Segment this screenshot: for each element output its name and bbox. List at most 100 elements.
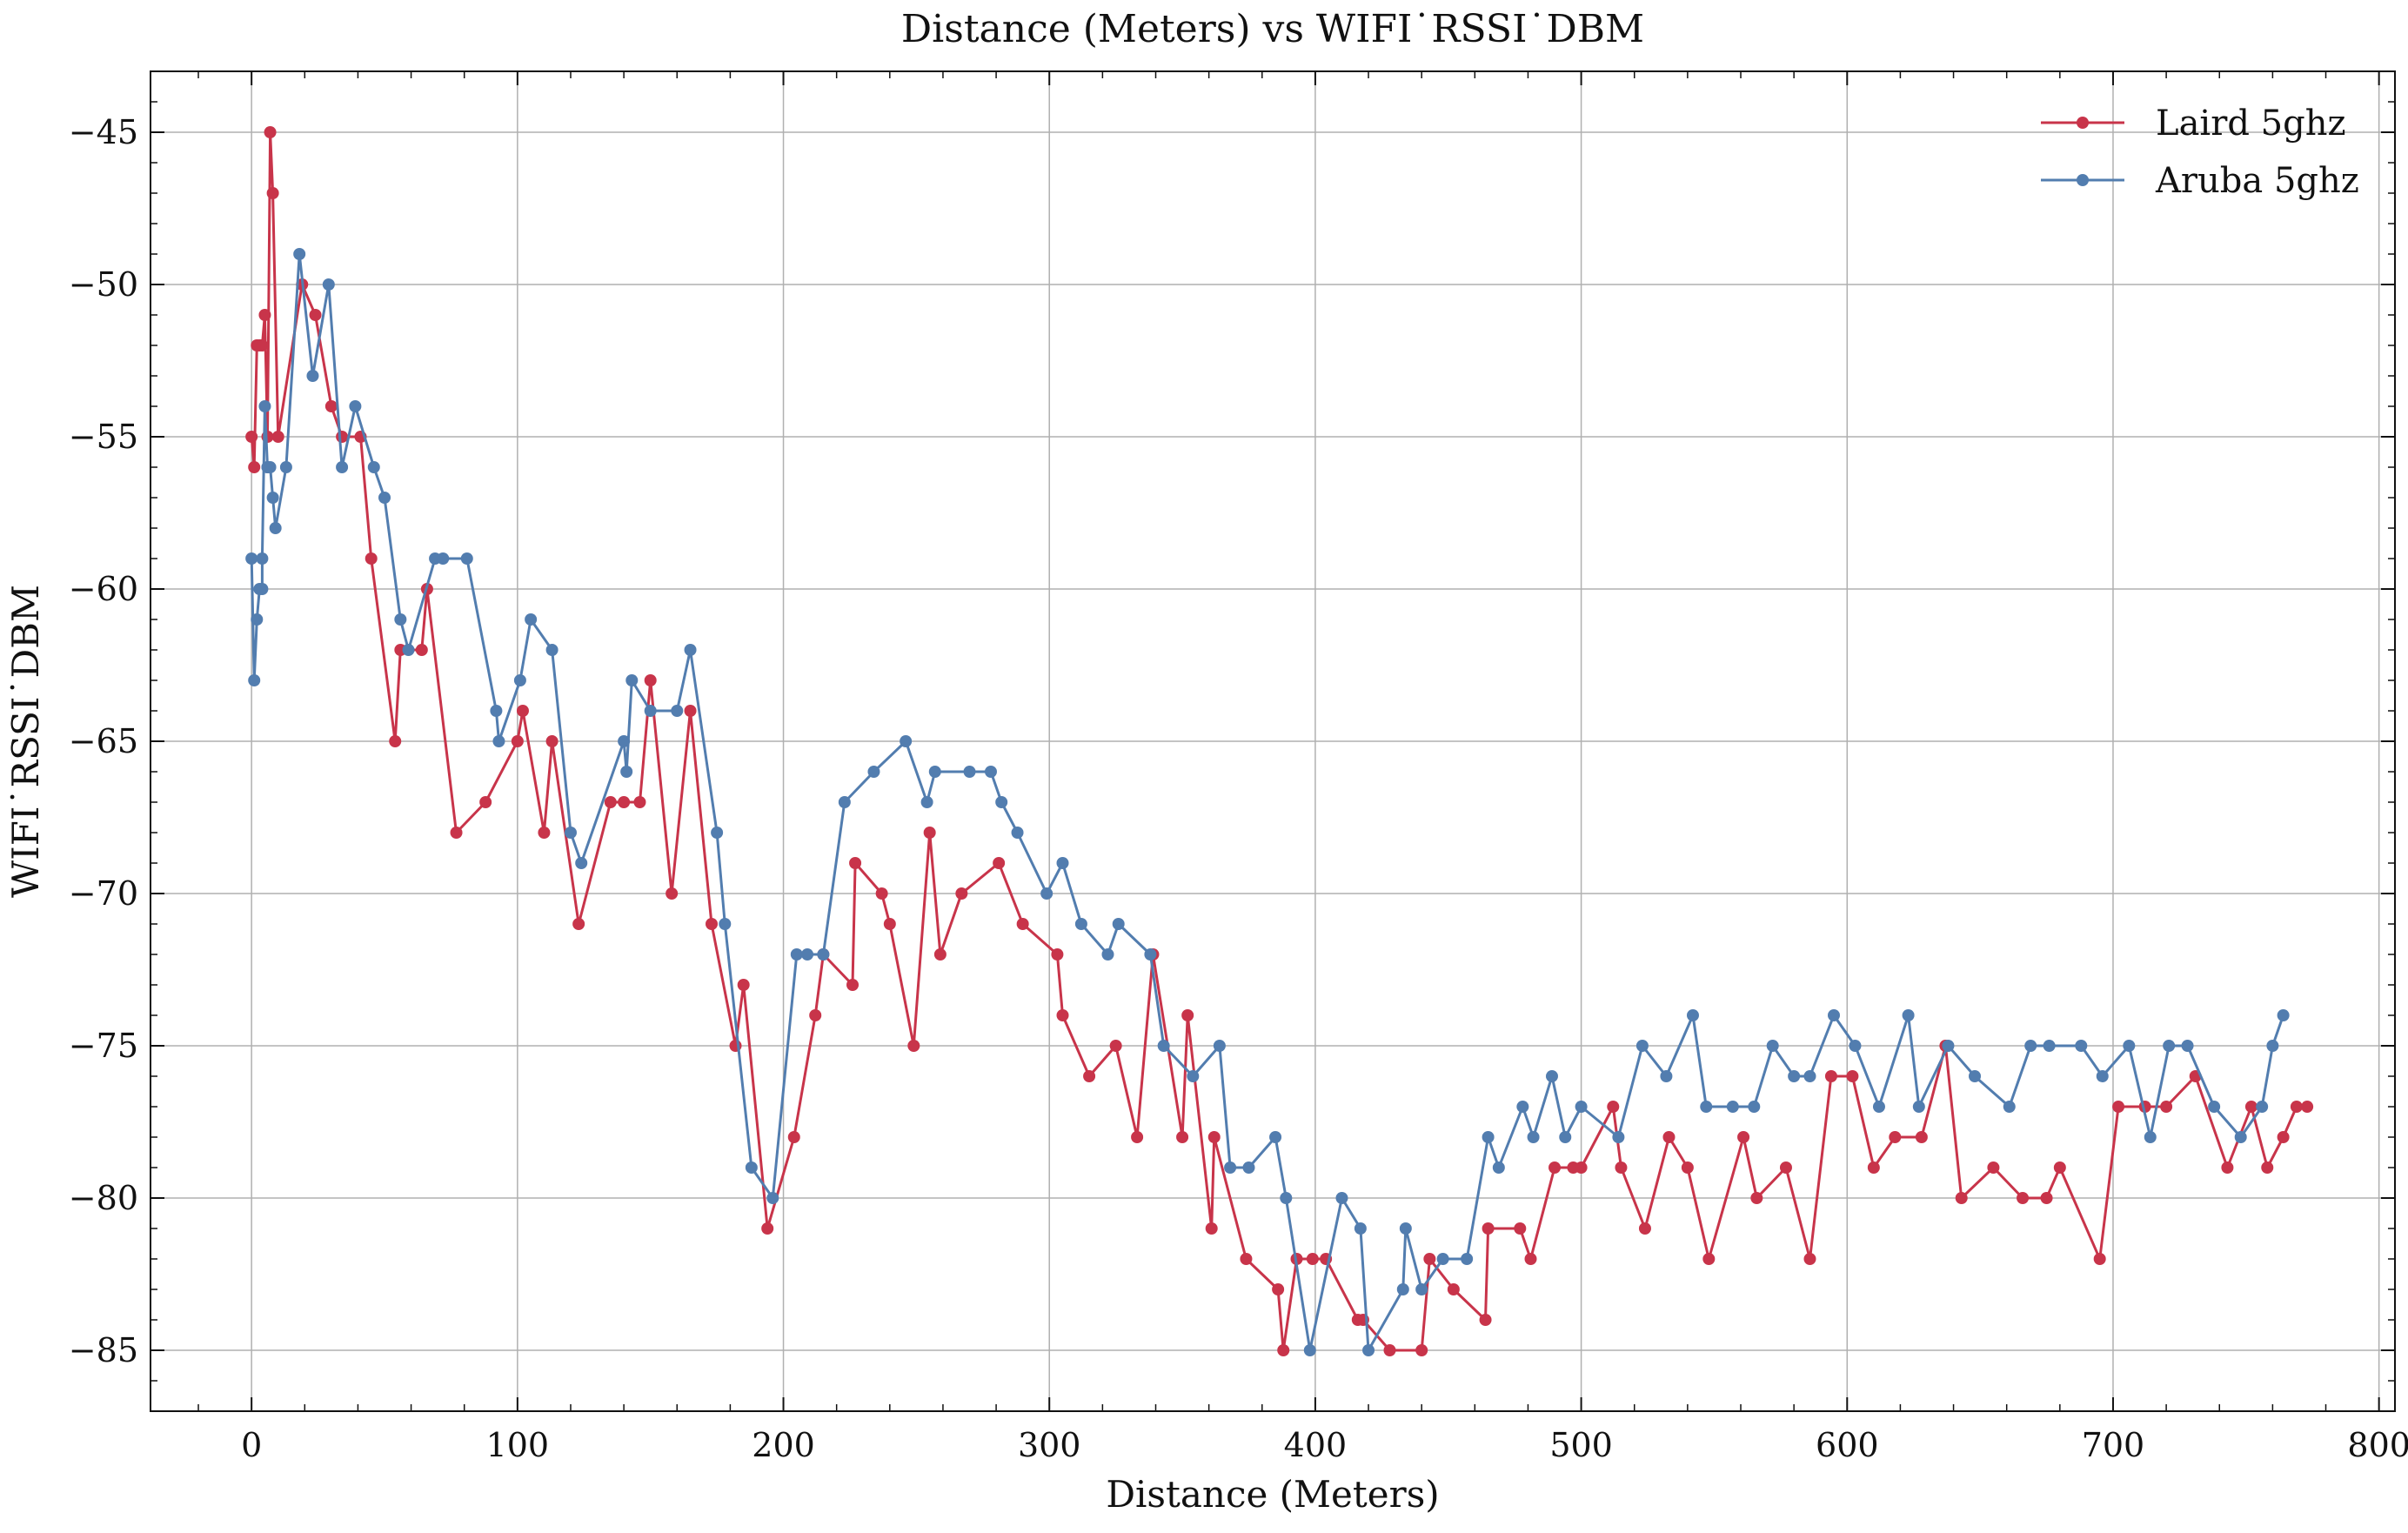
data-point-1	[671, 705, 684, 717]
data-point-0	[706, 918, 718, 930]
data-point-1	[2123, 1040, 2136, 1052]
data-point-1	[1144, 948, 1157, 961]
x-tick-label: 200	[752, 1426, 815, 1464]
data-point-0	[1482, 1222, 1495, 1235]
data-point-1	[2277, 1009, 2290, 1021]
data-point-1	[2266, 1040, 2279, 1052]
data-point-0	[511, 735, 524, 747]
data-point-1	[2144, 1131, 2157, 1143]
data-point-1	[2024, 1040, 2037, 1052]
data-point-1	[1074, 918, 1087, 930]
data-point-0	[2290, 1101, 2303, 1113]
data-point-1	[1516, 1101, 1529, 1113]
data-point-1	[719, 918, 732, 930]
data-point-1	[766, 1192, 779, 1204]
data-point-1	[2163, 1040, 2176, 1052]
data-point-1	[1303, 1344, 1316, 1356]
legend-label: Laird 5ghz	[2156, 104, 2346, 144]
data-point-1	[1700, 1101, 1713, 1113]
data-point-1	[1157, 1040, 1170, 1052]
legend: Laird 5ghz Aruba 5ghz	[2041, 104, 2359, 201]
data-point-1	[1269, 1131, 1282, 1143]
y-tick-label: −75	[69, 1027, 138, 1065]
data-point-0	[737, 979, 750, 991]
data-point-1	[1436, 1253, 1449, 1265]
data-point-1	[378, 492, 391, 504]
data-point-1	[564, 827, 577, 839]
data-point-0	[324, 400, 338, 412]
data-point-1	[801, 948, 814, 961]
data-point-1	[1559, 1131, 1572, 1143]
data-point-0	[516, 705, 529, 717]
data-point-0	[1272, 1283, 1285, 1295]
data-point-1	[1545, 1070, 1558, 1082]
data-point-1	[2208, 1101, 2221, 1113]
y-tick-label: −55	[69, 418, 138, 456]
data-point-0	[1016, 918, 1029, 930]
data-point-1	[1415, 1283, 1428, 1295]
data-point-1	[1872, 1101, 1885, 1113]
data-point-1	[513, 674, 526, 686]
data-point-0	[1181, 1009, 1194, 1021]
data-point-0	[846, 979, 860, 991]
data-point-1	[1942, 1040, 1955, 1052]
data-point-1	[995, 796, 1008, 808]
data-point-1	[1660, 1070, 1673, 1082]
data-point-1	[1527, 1131, 1540, 1143]
x-tick-label: 400	[1284, 1426, 1348, 1464]
data-point-0	[1383, 1344, 1396, 1356]
data-point-0	[1548, 1161, 1562, 1174]
data-point-1	[1187, 1070, 1200, 1082]
data-point-1	[928, 766, 941, 778]
data-point-0	[1915, 1131, 1928, 1143]
data-point-0	[644, 674, 657, 686]
x-tick-label: 0	[241, 1426, 262, 1464]
data-point-0	[618, 796, 631, 808]
data-point-1	[460, 552, 473, 565]
data-point-1	[711, 827, 724, 839]
data-point-1	[1912, 1101, 1925, 1113]
data-point-1	[963, 766, 976, 778]
data-point-0	[245, 431, 258, 443]
data-point-1	[1224, 1161, 1237, 1174]
data-point-1	[838, 796, 851, 808]
data-point-0	[633, 796, 646, 808]
data-point-1	[306, 370, 319, 382]
data-point-1	[817, 948, 830, 961]
data-point-0	[266, 187, 279, 199]
plot-area-frame	[150, 70, 2396, 1412]
data-point-0	[336, 431, 349, 443]
data-point-1	[1040, 887, 1054, 900]
grid-lines	[150, 71, 2395, 1411]
data-point-1	[790, 948, 803, 961]
data-point-0	[849, 857, 862, 869]
data-point-0	[883, 918, 896, 930]
data-point-1	[1461, 1253, 1474, 1265]
data-point-1	[1335, 1192, 1348, 1204]
data-point-1	[264, 461, 277, 473]
data-point-1	[1492, 1161, 1505, 1174]
data-point-0	[955, 887, 968, 900]
data-point-0	[1479, 1314, 1492, 1326]
data-point-1	[1686, 1009, 1699, 1021]
data-point-1	[745, 1161, 758, 1174]
data-point-1	[1396, 1283, 1409, 1295]
data-point-0	[993, 857, 1006, 869]
data-point-1	[394, 613, 407, 626]
data-point-1	[322, 278, 335, 291]
data-point-0	[923, 827, 936, 839]
data-point-1	[266, 492, 279, 504]
data-point-1	[256, 583, 269, 595]
data-point-1	[1828, 1009, 1840, 1021]
data-point-0	[2261, 1161, 2274, 1174]
data-point-0	[479, 796, 492, 808]
data-point-0	[1083, 1070, 1096, 1082]
data-point-1	[279, 461, 292, 473]
data-point-0	[2160, 1101, 2173, 1113]
data-point-0	[1889, 1131, 1902, 1143]
data-point-0	[248, 461, 261, 473]
data-point-1	[984, 766, 997, 778]
data-point-1	[256, 552, 269, 565]
data-point-1	[525, 613, 538, 626]
